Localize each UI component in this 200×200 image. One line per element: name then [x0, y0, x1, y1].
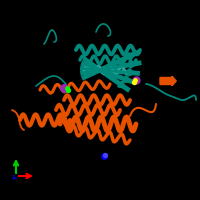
Point: [65, 87, 69, 90]
Point: [62, 86, 66, 90]
Point: [102, 154, 106, 158]
Point: [103, 153, 107, 157]
Point: [66, 88, 70, 92]
Point: [132, 80, 136, 84]
Point: [133, 79, 137, 82]
FancyArrow shape: [160, 76, 176, 86]
Point: [134, 78, 138, 82]
